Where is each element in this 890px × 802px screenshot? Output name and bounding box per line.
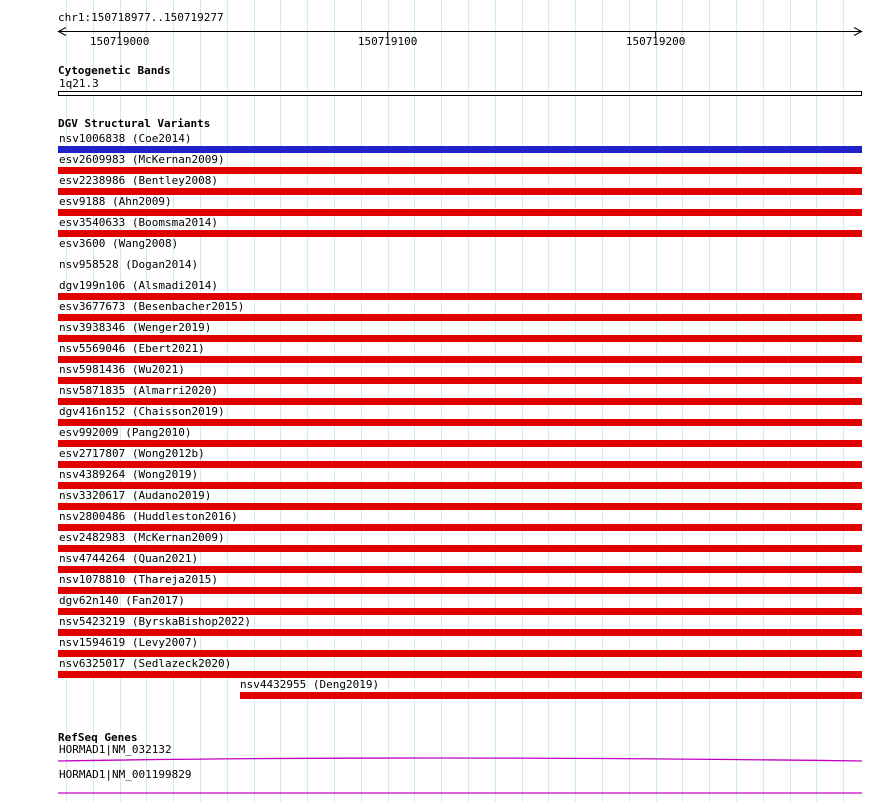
variant-bar[interactable] xyxy=(58,230,862,237)
track-title-dgv: DGV Structural Variants xyxy=(58,117,211,130)
variant-bar[interactable] xyxy=(58,398,862,405)
variant-label[interactable]: nsv1006838 (Coe2014) xyxy=(59,132,192,145)
variant-bar[interactable] xyxy=(58,377,862,384)
variant-label[interactable]: nsv3320617 (Audano2019) xyxy=(59,489,212,502)
variant-label[interactable]: nsv1078810 (Thareja2015) xyxy=(59,573,218,586)
variant-label[interactable]: nsv5981436 (Wu2021) xyxy=(59,363,185,376)
variant-label[interactable]: nsv4744264 (Quan2021) xyxy=(59,552,199,565)
variant-bar[interactable] xyxy=(58,419,862,426)
ruler xyxy=(57,27,863,38)
variant-label[interactable]: nsv5569046 (Ebert2021) xyxy=(59,342,205,355)
variant-bar[interactable] xyxy=(58,587,862,594)
variant-bar[interactable] xyxy=(58,209,862,216)
variant-label[interactable]: dgv62n140 (Fan2017) xyxy=(59,594,185,607)
cytoband-bar xyxy=(58,91,862,96)
variant-bar[interactable] xyxy=(58,671,862,678)
variant-label[interactable]: esv2238986 (Bentley2008) xyxy=(59,174,218,187)
variant-bar[interactable] xyxy=(58,188,862,195)
variant-bar[interactable] xyxy=(58,167,862,174)
variant-label[interactable]: esv3600 (Wang2008) xyxy=(59,237,179,250)
variant-label[interactable]: esv9188 (Ahn2009) xyxy=(59,195,172,208)
cytoband-label: 1q21.3 xyxy=(59,77,99,90)
variant-label[interactable]: esv2717807 (Wong2012b) xyxy=(59,447,205,460)
gene-line[interactable] xyxy=(57,757,863,762)
variant-label[interactable]: dgv199n106 (Alsmadi2014) xyxy=(59,279,218,292)
variant-bar[interactable] xyxy=(58,503,862,510)
variant-bar[interactable] xyxy=(58,440,862,447)
variant-bar[interactable] xyxy=(58,356,862,363)
variant-label[interactable]: esv2609983 (McKernan2009) xyxy=(59,153,225,166)
variant-bar[interactable] xyxy=(58,629,862,636)
variant-bar[interactable] xyxy=(58,482,862,489)
variant-label[interactable]: esv992009 (Pang2010) xyxy=(59,426,192,439)
ruler-right-arrow-icon xyxy=(853,27,863,36)
variant-bar[interactable] xyxy=(240,692,862,699)
variant-label[interactable]: nsv958528 (Dogan2014) xyxy=(59,258,199,271)
variant-label[interactable]: nsv4389264 (Wong2019) xyxy=(59,468,199,481)
track-title-cytogenetic: Cytogenetic Bands xyxy=(58,64,171,77)
variant-label[interactable]: esv3540633 (Boomsma2014) xyxy=(59,216,218,229)
variant-bar[interactable] xyxy=(58,146,862,153)
ruler-tick-label: 150719100 xyxy=(357,35,418,48)
variant-bar[interactable] xyxy=(58,293,862,300)
variant-bar[interactable] xyxy=(58,566,862,573)
variant-label[interactable]: nsv2800486 (Huddleston2016) xyxy=(59,510,238,523)
variant-bar[interactable] xyxy=(58,335,862,342)
position-label: chr1:150718977..150719277 xyxy=(58,11,224,24)
variant-label[interactable]: nsv4432955 (Deng2019) xyxy=(240,678,380,691)
variant-label[interactable]: nsv6325017 (Sedlazeck2020) xyxy=(59,657,232,670)
ruler-left-arrow-icon xyxy=(57,27,67,36)
ruler-tick-label: 150719000 xyxy=(89,35,150,48)
variant-bar[interactable] xyxy=(58,545,862,552)
ruler-tick-label: 150719200 xyxy=(625,35,686,48)
track-title-refseq: RefSeq Genes xyxy=(58,731,138,744)
variant-label[interactable]: nsv5871835 (Almarri2020) xyxy=(59,384,218,397)
variant-bar[interactable] xyxy=(58,650,862,657)
gene-label[interactable]: HORMAD1|NM_001199829 xyxy=(59,768,192,781)
variant-label[interactable]: dgv416n152 (Chaisson2019) xyxy=(59,405,225,418)
variant-label[interactable]: esv2482983 (McKernan2009) xyxy=(59,531,225,544)
variant-label[interactable]: esv3677673 (Besenbacher2015) xyxy=(59,300,245,313)
variant-label[interactable]: nsv1594619 (Levy2007) xyxy=(59,636,199,649)
variant-label[interactable]: nsv3938346 (Wenger2019) xyxy=(59,321,212,334)
variant-bar[interactable] xyxy=(58,314,862,321)
variant-bar[interactable] xyxy=(58,608,862,615)
variant-bar[interactable] xyxy=(58,461,862,468)
variant-label[interactable]: nsv5423219 (ByrskaBishop2022) xyxy=(59,615,252,628)
variant-bar[interactable] xyxy=(58,524,862,531)
gene-label[interactable]: HORMAD1|NM_032132 xyxy=(59,743,172,756)
